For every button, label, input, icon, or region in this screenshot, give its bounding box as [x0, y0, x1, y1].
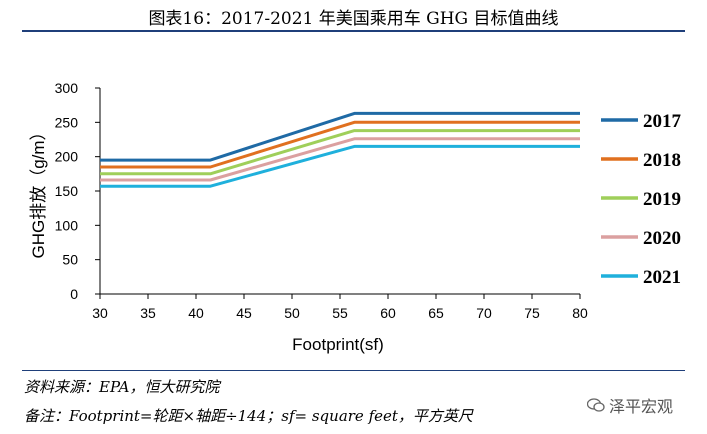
x-tick-label: 80 [572, 305, 588, 321]
x-tick-label: 45 [236, 305, 252, 321]
x-tick-label: 40 [188, 305, 204, 321]
wechat-icon [587, 398, 605, 412]
y-tick-label: 200 [55, 149, 79, 165]
y-tick-label: 0 [70, 286, 78, 302]
title-rule [22, 30, 685, 32]
legend-label-2020: 2020 [643, 228, 681, 249]
series-line-2020 [100, 137, 580, 182]
chart-legend: 2017 2018 2019 2020 2021 [601, 111, 682, 288]
chart-axes [95, 87, 581, 299]
page-title: 图表16：2017-2021 年美国乘用车 GHG 目标值曲线 [148, 9, 559, 29]
x-tick-labels: 30 35 40 45 50 55 60 65 70 75 80 [92, 305, 588, 321]
x-tick-label: 70 [476, 305, 492, 321]
legend-label-2019: 2019 [643, 189, 681, 210]
legend-label-2018: 2018 [643, 150, 681, 171]
x-tick-label: 30 [92, 305, 108, 321]
series-line-2017 [100, 111, 580, 162]
x-tick-label: 55 [332, 305, 348, 321]
legend-label-2017: 2017 [643, 111, 682, 132]
source-note: 资料来源：EPA，恒大研究院 [24, 378, 220, 396]
x-tick-label: 35 [140, 305, 156, 321]
series-lines [100, 111, 580, 188]
y-tick-label: 300 [55, 80, 79, 96]
x-axis-title: Footprint(sf) [292, 335, 384, 354]
legend-label-2021: 2021 [643, 267, 681, 288]
x-tick-label: 75 [524, 305, 540, 321]
x-tick-label: 60 [380, 305, 396, 321]
remark-note: 备注：Footprint=轮距×轴距÷144；sf= square feet，平… [24, 407, 473, 425]
y-tick-label: 50 [62, 252, 78, 268]
watermark: 泽平宏观 [587, 393, 673, 417]
y-tick-labels: 0 50 100 150 200 250 300 [55, 80, 79, 302]
series-line-2018 [100, 120, 580, 169]
footer-rule [22, 370, 685, 371]
x-tick-label: 50 [284, 305, 300, 321]
watermark-text: 泽平宏观 [609, 397, 674, 416]
y-axis-title: GHG排放（g/m） [29, 123, 48, 258]
y-tick-label: 150 [55, 183, 79, 199]
y-tick-label: 250 [55, 114, 79, 130]
y-tick-label: 100 [55, 217, 79, 233]
series-line-2021 [100, 144, 580, 188]
series-line-2019 [100, 129, 580, 176]
x-tick-label: 65 [428, 305, 444, 321]
